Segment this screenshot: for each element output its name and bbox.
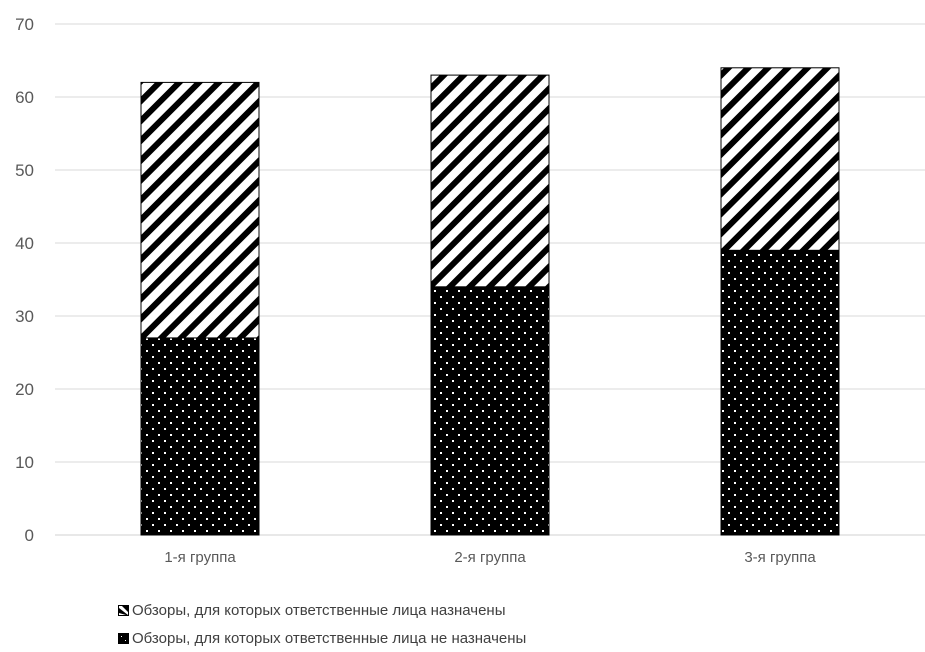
- y-tick-label: 20: [15, 380, 34, 399]
- bar-segment-assigned: [430, 74, 550, 288]
- x-tick-label: 1-я группа: [164, 549, 236, 566]
- bar-segment-not-assigned: [140, 337, 260, 536]
- bar-segment-assigned: [140, 81, 260, 339]
- y-tick-label: 70: [15, 15, 34, 34]
- bars: [140, 67, 840, 536]
- y-tick-label: 10: [15, 453, 34, 472]
- bar-segment-not-assigned: [430, 286, 550, 536]
- legend-swatch-stripes: [118, 605, 129, 616]
- x-tick-label: 2-я группа: [454, 549, 526, 566]
- y-tick-label: 40: [15, 234, 34, 253]
- x-tick-label: 3-я группа: [744, 549, 816, 566]
- legend-label: Обзоры, для которых ответственные лица н…: [132, 602, 506, 619]
- y-tick-label: 30: [15, 307, 34, 326]
- y-tick-label: 0: [25, 526, 34, 545]
- y-axis-tick-labels: 0 10 20 30 40 50 60 70: [15, 15, 34, 545]
- legend-label: Обзоры, для которых ответственные лица н…: [132, 630, 527, 647]
- legend-item-not-assigned: Обзоры, для которых ответственные лица н…: [118, 630, 526, 647]
- bar-segment-assigned: [720, 67, 840, 251]
- legend-item-assigned: Обзоры, для которых ответственные лица н…: [118, 602, 506, 619]
- bar-segment-not-assigned: [720, 249, 840, 536]
- legend-swatch-dots: [118, 633, 129, 644]
- y-tick-label: 50: [15, 161, 34, 180]
- x-axis-tick-labels: 1-я группа 2-я группа 3-я группа: [164, 549, 816, 566]
- y-tick-label: 60: [15, 88, 34, 107]
